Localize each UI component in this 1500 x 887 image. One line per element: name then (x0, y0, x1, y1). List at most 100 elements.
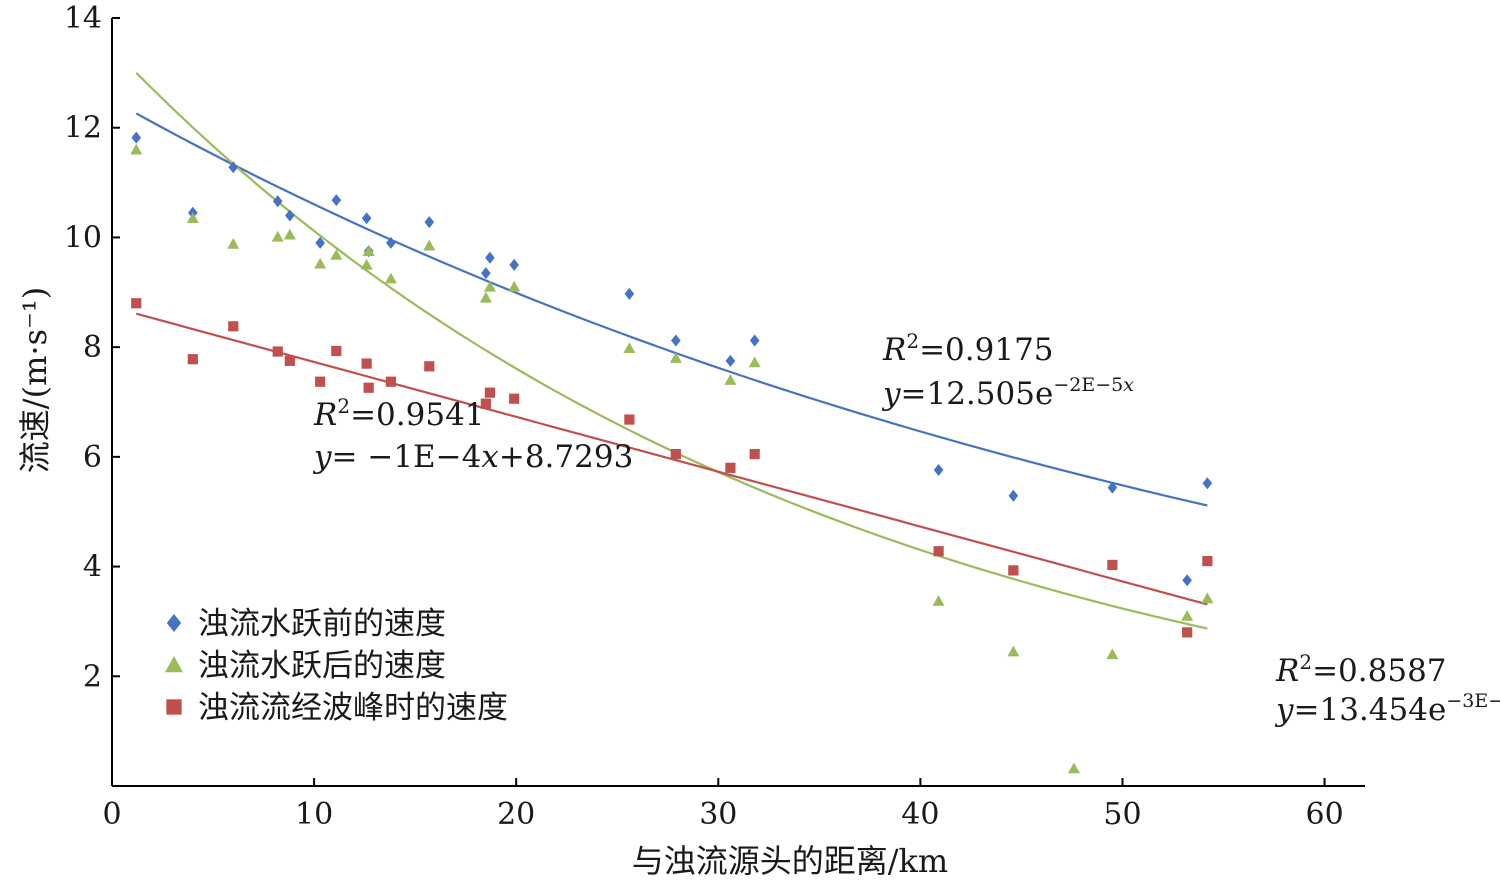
point-diamond (315, 236, 325, 249)
legend-marker-shape (166, 614, 182, 632)
point-triangle (1181, 609, 1194, 621)
point-diamond (131, 131, 142, 144)
annotation-crest-r2: R2=0.9541 (313, 394, 485, 433)
x-tick-label: 50 (1103, 797, 1141, 832)
x-tick-label: 40 (901, 797, 939, 832)
point-triangle (362, 245, 375, 256)
point-diamond (933, 464, 944, 477)
x-tick-label: 60 (1305, 797, 1343, 832)
point-triangle (360, 258, 373, 270)
point-square (284, 355, 295, 366)
x-axis-label: 与浊流源头的距离/km (632, 842, 949, 880)
x-tick-label: 20 (497, 797, 535, 832)
point-square (228, 321, 239, 332)
legend-label-after: 浊流水跃后的速度 (198, 648, 446, 684)
y-tick-label: 4 (83, 550, 102, 585)
point-triangle (1007, 645, 1020, 657)
point-triangle (479, 291, 492, 303)
y-tick-label: 8 (83, 330, 102, 365)
point-diamond (228, 161, 239, 174)
trendline-diamond (135, 112, 1208, 507)
annotation-before-eq: y=12.505e−2E−5x (881, 374, 1134, 412)
point-diamond (671, 334, 681, 347)
point-triangle (669, 352, 682, 363)
point-square (331, 345, 342, 357)
annotation-crest: R2=0.9541 y= −1E−4x+8.7293 (312, 394, 633, 475)
point-diamond (386, 236, 396, 249)
point-triangle (186, 212, 199, 224)
x-tick-label: 10 (295, 797, 333, 832)
point-square (187, 354, 198, 365)
point-triangle (130, 143, 143, 155)
legend-label-crest: 浊流流经波峰时的速度 (198, 690, 508, 726)
point-triangle (314, 257, 327, 269)
annotation-after-r2: R2=0.8587 (1275, 650, 1447, 689)
point-square (670, 449, 681, 460)
point-square (1008, 565, 1019, 576)
point-square (480, 398, 491, 409)
point-diamond (485, 251, 495, 264)
point-diamond (331, 194, 342, 207)
point-square (315, 376, 326, 387)
legend-marker-after (165, 656, 183, 673)
point-square (131, 298, 142, 309)
point-diamond (624, 287, 635, 300)
y-tick-label: 12 (64, 111, 102, 146)
point-diamond (749, 334, 760, 347)
point-triangle (1106, 648, 1119, 660)
point-square (933, 546, 944, 557)
annotation-before: R2=0.9175 y=12.505e−2E−5x (881, 329, 1134, 412)
data-markers (130, 131, 1214, 774)
point-square (424, 361, 435, 372)
annotation-after: R2=0.8587 y=13.454e−3E−5x (1274, 650, 1500, 728)
point-diamond (361, 212, 372, 225)
point-square (1182, 627, 1193, 638)
x-tick-label: 0 (102, 797, 121, 832)
point-triangle (748, 356, 761, 368)
point-square (363, 382, 374, 393)
point-square (509, 393, 520, 404)
point-diamond (272, 195, 283, 208)
point-diamond (424, 216, 435, 229)
point-triangle (1201, 592, 1214, 604)
point-diamond (1182, 574, 1192, 587)
y-tick-label: 14 (64, 1, 102, 36)
legend: 浊流水跃前的速度 浊流水跃后的速度 浊流流经波峰时的速度 (165, 606, 508, 726)
point-square (484, 387, 496, 398)
x-tick-label: 30 (699, 797, 737, 832)
y-tick-label: 10 (64, 220, 102, 255)
legend-marker-shape (165, 656, 183, 673)
axes: 0 10 20 30 40 50 60 2 4 6 8 10 12 14 (64, 1, 1365, 832)
point-triangle (283, 228, 296, 240)
point-diamond (285, 209, 295, 222)
legend-marker-crest (166, 699, 182, 715)
point-diamond (1202, 477, 1213, 490)
point-square (361, 358, 372, 369)
point-triangle (423, 239, 436, 251)
point-diamond (481, 267, 491, 280)
point-square (749, 449, 760, 460)
point-diamond (1008, 489, 1019, 502)
point-triangle (384, 272, 397, 284)
point-diamond (725, 354, 736, 367)
point-diamond (1107, 481, 1118, 494)
point-triangle (724, 374, 737, 385)
annotation-crest-eq: y= −1E−4x+8.7293 (312, 439, 633, 475)
point-triangle (932, 595, 945, 606)
annotation-before-r2: R2=0.9175 (882, 329, 1054, 368)
legend-marker-before (166, 614, 182, 632)
point-triangle (1067, 762, 1080, 774)
point-square (1202, 555, 1213, 567)
point-triangle (623, 342, 636, 354)
point-square (272, 346, 283, 357)
annotation-after-eq: y=13.454e−3E−5x (1274, 690, 1500, 728)
legend-label-before: 浊流水跃前的速度 (198, 606, 446, 642)
point-triangle (227, 238, 240, 249)
y-tick-label: 6 (83, 440, 102, 475)
y-axis-label: 流速/(m·s⁻¹) (16, 287, 54, 473)
point-diamond (509, 258, 519, 271)
legend-marker-shape (166, 699, 182, 715)
point-square (1107, 559, 1118, 571)
point-square (624, 414, 635, 425)
